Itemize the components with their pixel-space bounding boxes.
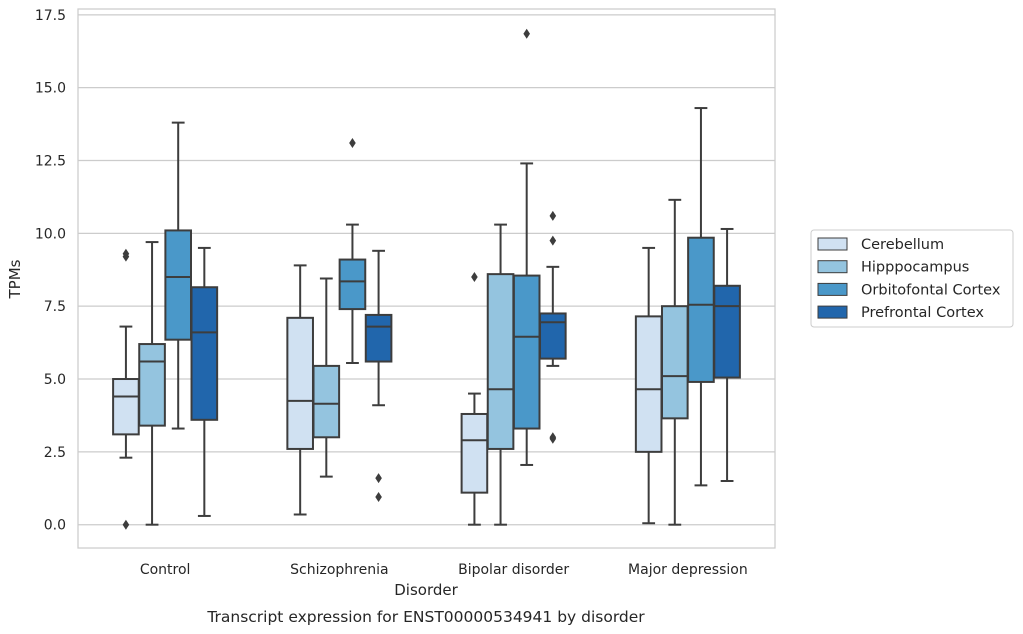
legend-swatch bbox=[817, 260, 848, 274]
legend-label: Cerebellum bbox=[861, 237, 944, 253]
box-2-2 bbox=[512, 28, 541, 466]
outlier-point bbox=[375, 492, 382, 503]
box-iqr bbox=[286, 316, 314, 450]
box-iqr bbox=[338, 258, 367, 311]
box-iqr bbox=[190, 286, 219, 421]
legend-item: Hipppocampus bbox=[817, 260, 969, 276]
box-iqr bbox=[460, 412, 489, 494]
y-tick-label: 7.5 bbox=[44, 299, 66, 315]
box-0-2 bbox=[164, 121, 193, 430]
box-groups bbox=[112, 28, 741, 530]
box-1-0 bbox=[286, 264, 314, 516]
x-tick-label: Bipolar disorder bbox=[458, 562, 569, 578]
y-tick-label: 12.5 bbox=[35, 154, 66, 170]
box-iqr bbox=[660, 305, 689, 420]
legend-item: Orbitofontal Cortex bbox=[817, 282, 1001, 298]
legend-item: Cerebellum bbox=[817, 237, 944, 253]
y-tick-label: 10.0 bbox=[35, 226, 66, 242]
x-axis-ticks: Control Schizophrenia Bipolar disorder Majo… bbox=[140, 562, 748, 578]
box-iqr bbox=[687, 236, 715, 383]
outlier-point bbox=[349, 138, 356, 149]
outlier-point bbox=[122, 519, 130, 530]
box-3-3 bbox=[713, 227, 741, 482]
legend-label: Prefrontal Cortex bbox=[861, 305, 984, 321]
legend-label: Hipppocampus bbox=[861, 260, 969, 276]
box-3-2 bbox=[687, 107, 715, 487]
y-axis-title: TPMs bbox=[6, 259, 24, 299]
box-0-0 bbox=[112, 248, 140, 530]
x-tick-label: Control bbox=[140, 562, 191, 578]
outlier-point bbox=[523, 28, 530, 39]
box-2-0 bbox=[460, 272, 489, 526]
outlier-point bbox=[122, 248, 130, 259]
y-tick-label: 15.0 bbox=[35, 81, 66, 97]
box-iqr bbox=[634, 315, 663, 453]
y-tick-label: 0.0 bbox=[44, 518, 66, 534]
legend-swatch bbox=[817, 305, 848, 319]
outlier-point bbox=[549, 432, 557, 443]
box-3-1 bbox=[660, 198, 689, 526]
legend-frame bbox=[810, 229, 1014, 328]
box-2-3 bbox=[539, 210, 567, 444]
legend: Cerebellum Hipppocampus Orbitofontal Corte… bbox=[810, 229, 1014, 328]
box-iqr bbox=[164, 229, 193, 341]
box-1-2 bbox=[338, 138, 367, 364]
box-0-1 bbox=[138, 241, 166, 526]
box-iqr bbox=[539, 312, 567, 360]
x-axis-title: Disorder bbox=[394, 581, 458, 599]
x-tick-label: Major depression bbox=[628, 562, 748, 578]
y-axis-ticks: 0.0 2.5 5.0 7.5 10.0 12.5 15.0 17.5 bbox=[35, 8, 66, 534]
box-iqr bbox=[713, 284, 741, 379]
box-2-1 bbox=[486, 223, 515, 526]
box-iqr bbox=[112, 378, 140, 436]
legend-swatch bbox=[817, 282, 848, 296]
legend-label: Orbitofontal Cortex bbox=[861, 282, 1001, 298]
y-tick-label: 17.5 bbox=[35, 8, 66, 24]
chart-caption: Transcript expression for ENST0000053494… bbox=[206, 608, 645, 626]
y-tick-label: 5.0 bbox=[44, 372, 66, 388]
outlier-point bbox=[471, 272, 478, 283]
box-0-3 bbox=[190, 246, 219, 517]
box-iqr bbox=[138, 343, 166, 427]
y-tick-label: 2.5 bbox=[44, 445, 66, 461]
outlier-point bbox=[375, 473, 382, 484]
box-iqr bbox=[512, 274, 541, 430]
box-1-1 bbox=[312, 277, 341, 478]
box-iqr bbox=[486, 273, 515, 450]
outlier-point bbox=[549, 210, 557, 221]
box-1-3 bbox=[364, 249, 393, 503]
box-iqr bbox=[312, 364, 341, 439]
legend-swatch bbox=[817, 237, 848, 251]
plot-area-frame bbox=[77, 8, 776, 549]
box-iqr bbox=[364, 313, 393, 363]
outlier-point bbox=[549, 235, 557, 246]
box-3-0 bbox=[634, 246, 663, 525]
x-tick-label: Schizophrenia bbox=[290, 562, 388, 578]
legend-item: Prefrontal Cortex bbox=[817, 305, 984, 321]
